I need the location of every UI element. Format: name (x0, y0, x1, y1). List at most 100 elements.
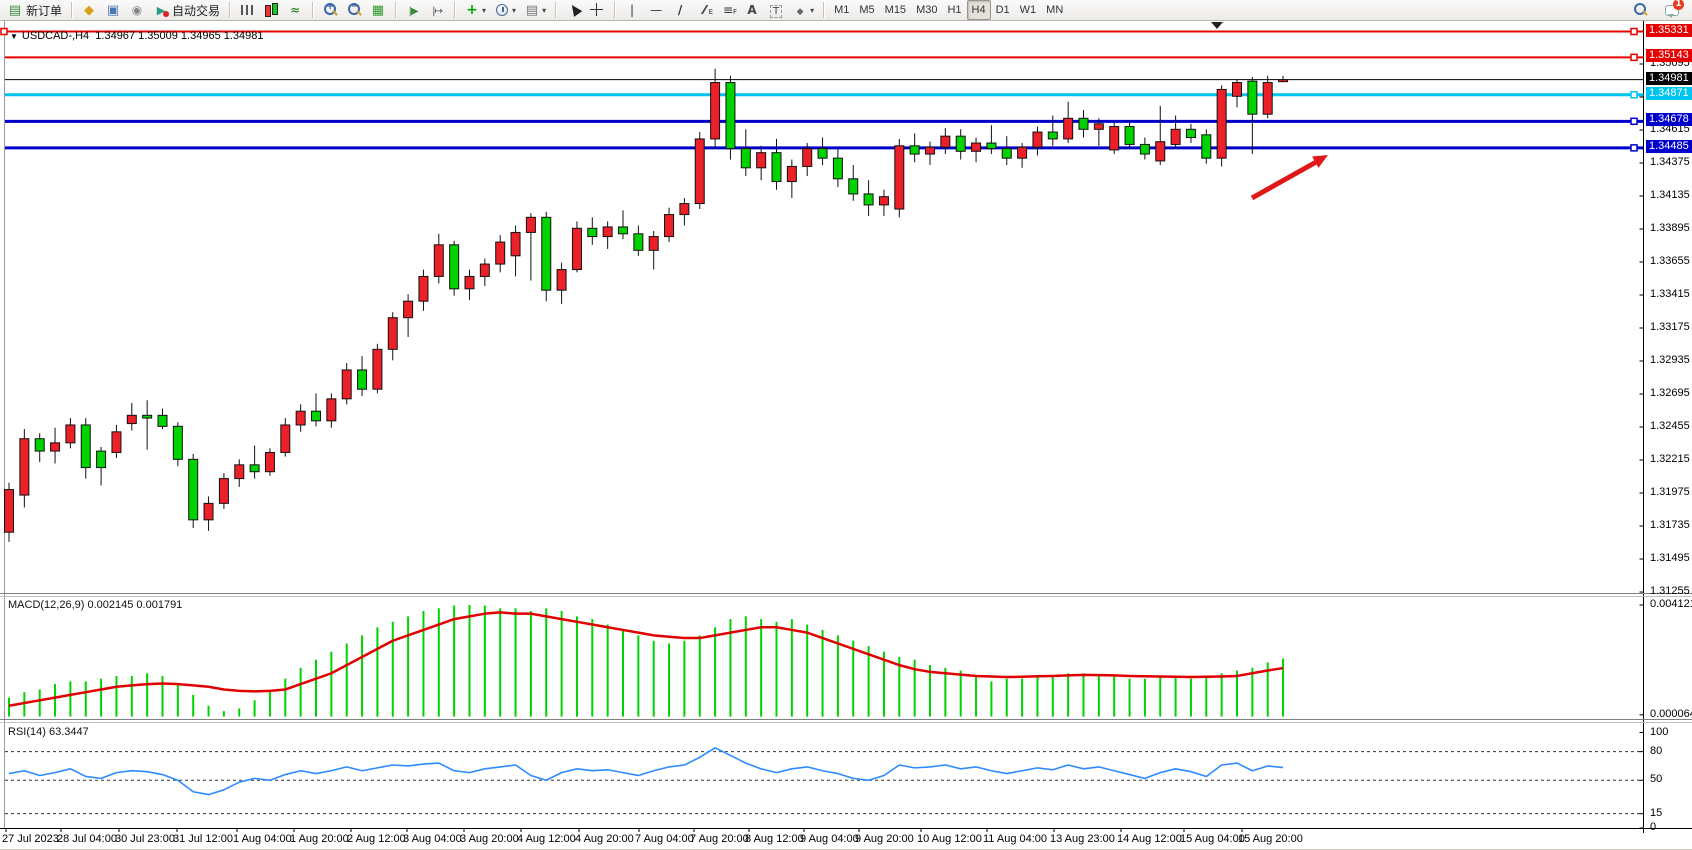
candle[interactable] (172, 422, 183, 467)
candle[interactable] (479, 258, 490, 287)
candle[interactable] (648, 231, 659, 270)
trendline-button[interactable] (668, 0, 692, 20)
line-chart-button[interactable] (283, 0, 307, 20)
candle[interactable] (433, 233, 444, 284)
candle[interactable] (464, 269, 475, 300)
vertical-line-button[interactable] (620, 0, 644, 20)
line-handle[interactable] (1630, 53, 1638, 62)
candle[interactable] (126, 402, 137, 431)
candle[interactable] (1001, 136, 1012, 166)
cursor-button[interactable] (561, 0, 585, 20)
candle[interactable] (357, 356, 368, 397)
auto-scroll-button[interactable] (401, 0, 425, 20)
level-price-badge[interactable]: 1.35331 (1646, 23, 1692, 37)
candle[interactable] (1201, 129, 1212, 164)
auto-trading-button[interactable]: 自动交易 (149, 0, 224, 20)
candle[interactable] (280, 418, 291, 457)
candle[interactable] (341, 363, 352, 405)
candle[interactable] (203, 496, 214, 531)
candle[interactable] (1170, 115, 1181, 149)
periods-button[interactable]: ▾ (490, 0, 520, 20)
line-handle[interactable] (0, 27, 8, 36)
candle[interactable] (449, 240, 460, 296)
candle[interactable] (771, 138, 782, 190)
candle[interactable] (971, 137, 982, 163)
signal-button[interactable] (125, 0, 149, 20)
crosshair-button[interactable] (585, 0, 609, 20)
candle[interactable] (157, 408, 168, 430)
candle[interactable] (1232, 79, 1242, 108)
candle[interactable] (1247, 77, 1258, 155)
trend-arrow[interactable] (1250, 158, 1320, 201)
zoom-in-button[interactable] (318, 0, 342, 20)
candle[interactable] (403, 294, 414, 337)
candle[interactable] (218, 473, 229, 509)
candle[interactable] (587, 217, 598, 245)
chart-shift-button[interactable] (425, 0, 449, 20)
fibonacci-button[interactable] (716, 0, 740, 20)
candle[interactable] (311, 393, 321, 427)
candle[interactable] (510, 225, 521, 277)
timeframe-h4-button[interactable]: H4 (966, 0, 991, 20)
tile-windows-button[interactable] (366, 0, 390, 20)
timeframe-h1-button[interactable]: H1 (947, 4, 962, 16)
candle[interactable] (1093, 118, 1104, 146)
text-label-button[interactable] (764, 0, 788, 20)
data-window-button[interactable] (101, 0, 125, 20)
timeframe-m30-button[interactable]: M30 (916, 4, 938, 16)
indicators-button[interactable]: ▾ (460, 0, 490, 20)
search-button[interactable] (1628, 0, 1652, 20)
zoom-out-button[interactable] (342, 0, 366, 20)
level-price-badge[interactable]: 1.34678 (1646, 113, 1692, 127)
level-price-badge[interactable]: 1.34485 (1646, 139, 1692, 153)
bar-chart-button[interactable] (235, 0, 259, 20)
candle[interactable] (1063, 101, 1074, 144)
candle[interactable] (1124, 121, 1135, 149)
candle[interactable] (955, 129, 966, 160)
timeframe-w1-button[interactable]: W1 (1019, 4, 1037, 16)
line-handle[interactable] (1630, 27, 1638, 36)
candle[interactable] (188, 453, 199, 529)
candle[interactable] (19, 429, 30, 508)
candle[interactable] (694, 132, 705, 210)
candle[interactable] (848, 165, 859, 201)
candle[interactable] (111, 424, 122, 458)
candle[interactable] (495, 235, 506, 273)
candle[interactable] (679, 198, 690, 226)
candle[interactable] (756, 145, 767, 181)
line-handle[interactable] (1630, 144, 1638, 152)
candle[interactable] (372, 343, 383, 394)
candle[interactable] (786, 159, 797, 199)
candle[interactable] (802, 143, 813, 177)
timeframe-m5-button[interactable]: M5 (859, 4, 875, 16)
equidistant-channel-button[interactable] (692, 0, 716, 20)
candle[interactable] (1278, 75, 1289, 83)
candle[interactable] (525, 213, 536, 281)
candle[interactable] (618, 210, 628, 240)
candle[interactable] (710, 68, 721, 149)
candle[interactable] (1032, 126, 1043, 156)
line-handle[interactable] (1630, 117, 1638, 126)
candle[interactable] (65, 418, 76, 449)
candle[interactable] (664, 207, 675, 243)
chart-objects-caret[interactable]: ▼ (10, 32, 18, 41)
candle[interactable] (418, 269, 429, 311)
candle[interactable] (295, 404, 306, 432)
candle[interactable] (326, 393, 337, 428)
candle[interactable] (894, 138, 905, 218)
candle[interactable] (556, 262, 567, 304)
horizontal-line-button[interactable] (644, 0, 668, 20)
candle[interactable] (4, 482, 14, 542)
candle[interactable] (863, 180, 874, 216)
level-price-badge[interactable]: 1.35143 (1646, 49, 1692, 63)
candle[interactable] (633, 225, 644, 256)
trend-arrow-head[interactable] (1312, 155, 1328, 168)
candle[interactable] (96, 446, 107, 486)
candle[interactable] (1216, 85, 1227, 167)
chat-button[interactable]: 1 (1660, 0, 1684, 20)
candle[interactable] (832, 148, 843, 188)
candle[interactable] (986, 125, 997, 155)
candle[interactable] (571, 221, 582, 273)
candle[interactable] (249, 445, 260, 479)
candle[interactable] (1109, 122, 1120, 155)
